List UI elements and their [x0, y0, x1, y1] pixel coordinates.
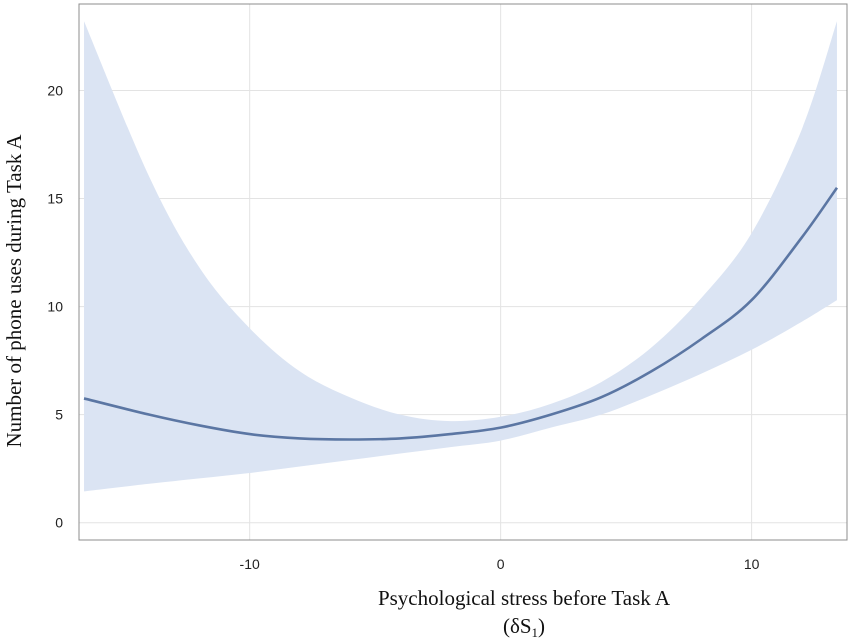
x-axis-subtitle-subscript: 1: [532, 625, 539, 640]
fitted-line: [83, 186, 839, 441]
y-tick-label: 20: [47, 82, 63, 98]
x-tick-label: 0: [497, 556, 505, 572]
y-axis-title: Number of phone uses during Task A: [2, 134, 26, 448]
y-tick-label: 10: [47, 299, 63, 315]
confidence-band: [84, 21, 837, 492]
y-tick-labels: 0 5 10 15 20: [47, 82, 63, 530]
x-axis-subtitle-suffix: ): [538, 614, 545, 638]
y-tick-label: 15: [47, 191, 63, 207]
x-tick-labels: -10 0 10: [240, 556, 760, 572]
x-axis-subtitle: (δS1): [503, 614, 545, 640]
x-axis-title: Psychological stress before Task A: [378, 586, 671, 610]
x-axis-subtitle-prefix: (δS: [503, 614, 532, 638]
x-tick-label: -10: [240, 556, 260, 572]
y-tick-label: 0: [55, 515, 63, 531]
plot-frame: [78, 3, 848, 541]
y-tick-label: 5: [55, 407, 63, 423]
x-tick-label: 10: [744, 556, 760, 572]
